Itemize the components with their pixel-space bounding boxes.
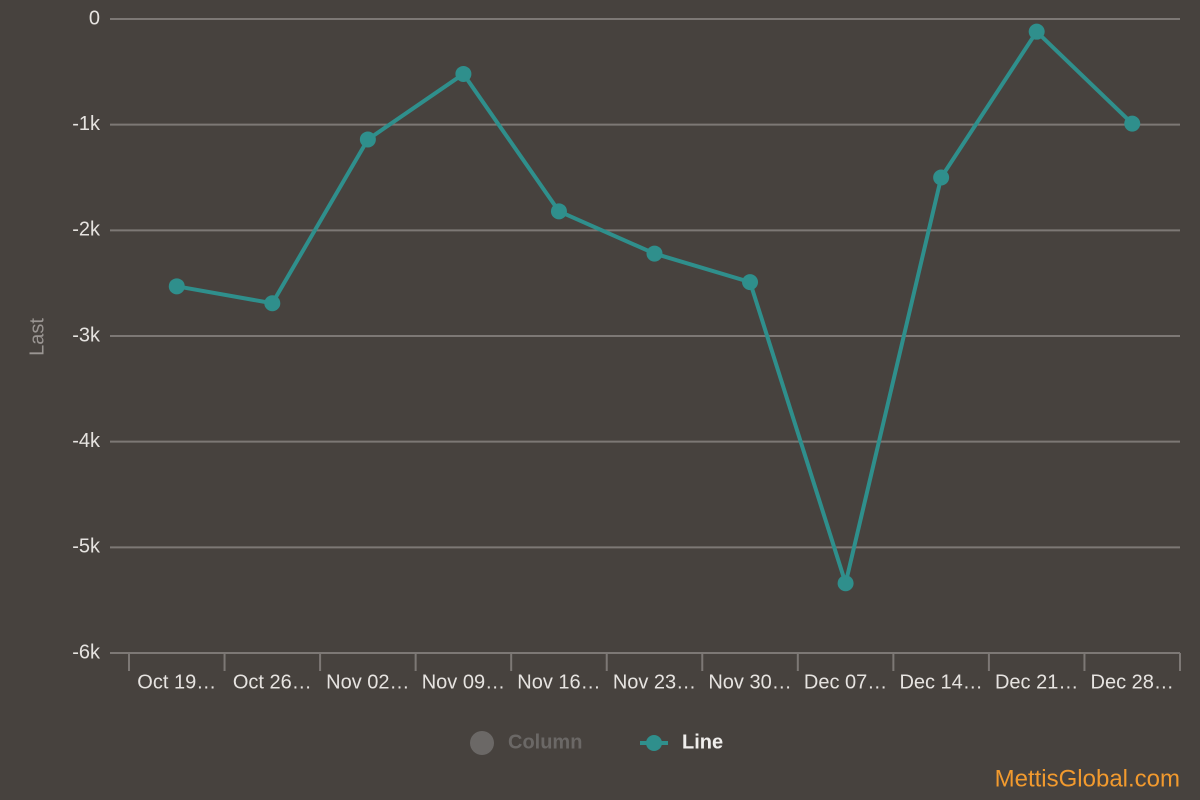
x-tick-label: Nov 02… (326, 671, 409, 693)
point (550, 203, 567, 220)
point (168, 278, 185, 295)
x-tick-label: Dec 14… (899, 671, 982, 693)
x-tick-label: Oct 26… (233, 671, 312, 693)
point (742, 274, 759, 291)
y-axis-title: Last (26, 318, 48, 356)
point (264, 295, 281, 312)
x-tick-label: Oct 19… (137, 671, 216, 693)
legend-label[interactable]: Column (508, 731, 582, 753)
y-tick-label: -5k (72, 536, 101, 558)
point (646, 245, 663, 262)
point (837, 575, 854, 592)
x-tick-label: Dec 07… (804, 671, 887, 693)
x-tick-label: Nov 16… (517, 671, 600, 693)
y-tick-label: -1k (72, 113, 101, 135)
point (1124, 115, 1141, 132)
x-tick-label: Dec 28… (1091, 671, 1174, 693)
watermark: MettisGlobal.com (995, 765, 1180, 792)
point (933, 169, 950, 186)
legend-marker[interactable] (470, 731, 494, 755)
x-tick-label: Nov 30… (708, 671, 791, 693)
point (359, 131, 376, 148)
y-tick-label: -6k (72, 641, 101, 663)
x-tick-label: Nov 09… (422, 671, 505, 693)
y-tick-label: 0 (89, 7, 100, 29)
legend-marker[interactable] (646, 735, 662, 751)
x-tick-label: Dec 21… (995, 671, 1078, 693)
y-tick-label: -4k (72, 430, 101, 452)
point (455, 65, 472, 82)
point (1028, 23, 1045, 40)
x-tick-label: Nov 23… (613, 671, 696, 693)
legend-label[interactable]: Line (682, 731, 723, 753)
y-tick-label: -2k (72, 219, 101, 241)
y-tick-label: -3k (72, 324, 101, 346)
